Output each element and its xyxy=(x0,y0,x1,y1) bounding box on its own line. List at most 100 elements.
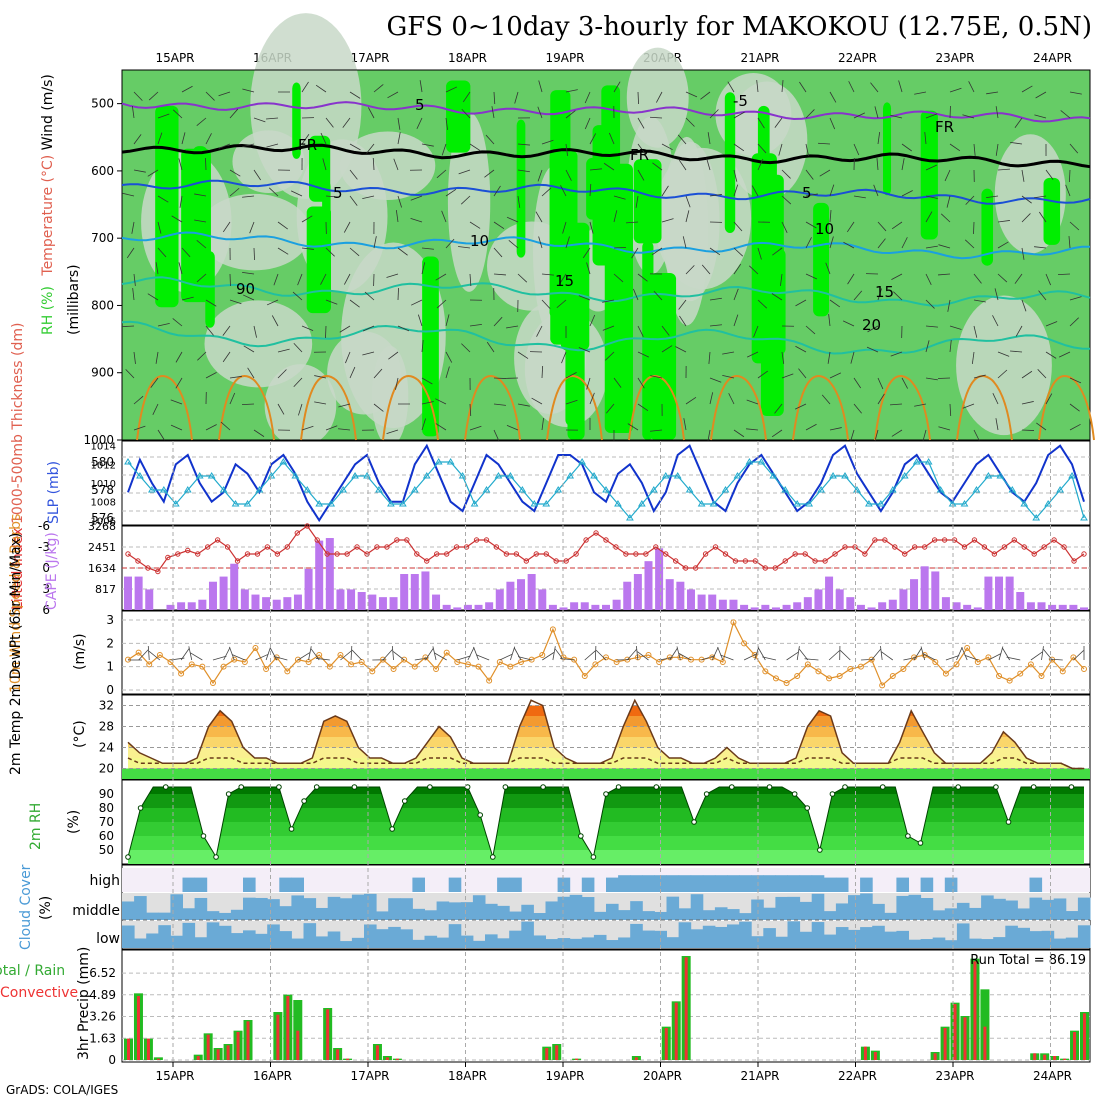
wind-barb xyxy=(243,345,255,353)
wind-speed-point xyxy=(231,656,238,663)
li-point xyxy=(563,558,569,564)
cape-bar xyxy=(442,604,451,610)
precip-convective-bar xyxy=(226,1045,230,1060)
wind-barb xyxy=(733,288,739,301)
wind-barb xyxy=(925,211,933,223)
wind-barb xyxy=(774,403,783,414)
cloud-bar xyxy=(678,908,692,920)
wind-speed-point xyxy=(953,661,960,668)
wind-barb xyxy=(133,134,142,145)
wind-barb xyxy=(194,219,207,223)
thickness-label: 1000-500mb Thickness (dm) xyxy=(10,323,26,524)
wind-speed-point xyxy=(900,666,907,672)
cloud-bar xyxy=(267,924,280,948)
cape-bar xyxy=(251,594,260,610)
li-point xyxy=(832,551,838,557)
wind-barb xyxy=(157,195,169,203)
wind-barb-10m xyxy=(1073,650,1084,661)
wind-barb xyxy=(229,299,242,305)
wind-barb xyxy=(297,273,303,286)
cloud-bar xyxy=(509,877,522,892)
thickness-point xyxy=(1008,486,1017,493)
wind-barb xyxy=(709,247,721,256)
wind-barb xyxy=(421,377,433,385)
wind-barb xyxy=(345,351,351,364)
cloud-bar xyxy=(823,911,837,920)
thickness-point xyxy=(530,500,539,507)
rh-point xyxy=(301,798,307,804)
wind-speed-point xyxy=(730,619,737,626)
wind-barb xyxy=(853,143,860,156)
wind-barb xyxy=(242,195,255,198)
date-tick-bottom: 16APR xyxy=(253,1069,292,1083)
wind-barb xyxy=(661,218,674,223)
rh2m-label: 2m RH xyxy=(28,803,44,850)
lifted-index-label: Lifted Index xyxy=(10,528,26,610)
wind-barb xyxy=(325,325,327,339)
wind-barb xyxy=(940,213,951,223)
li-tick: 6 xyxy=(42,603,50,617)
rh-point xyxy=(817,847,823,853)
wind-barb xyxy=(205,299,217,307)
wind-barb xyxy=(805,193,818,197)
li-point xyxy=(782,558,788,564)
wind-barb xyxy=(1021,85,1033,93)
wind-barb xyxy=(794,403,807,410)
wind-barb xyxy=(877,288,882,301)
wind-barb xyxy=(973,374,986,379)
cloud-bar xyxy=(920,877,934,892)
wind-barb xyxy=(421,401,434,405)
wind-barb-10m xyxy=(913,647,922,661)
temp-tick: 20 xyxy=(99,762,114,776)
wind-barb xyxy=(853,377,862,389)
rh-dry-patch xyxy=(626,47,689,148)
wind-barb xyxy=(148,91,159,101)
thickness-point xyxy=(231,500,240,507)
cape-bar xyxy=(995,576,1004,610)
cloud-bar xyxy=(727,909,740,920)
wind-barb-10m xyxy=(517,656,532,661)
thickness-point xyxy=(853,486,861,493)
wind-barb-10m xyxy=(717,646,724,661)
cape-bar xyxy=(750,607,759,610)
thickness-point xyxy=(339,486,347,493)
cloud-bar xyxy=(593,934,607,948)
cloud-bar xyxy=(194,897,208,920)
rh-band xyxy=(128,808,1084,822)
wind-barb xyxy=(517,143,530,146)
cloud-bar xyxy=(1029,931,1043,948)
wind-barb-10m xyxy=(757,647,766,661)
wind-barb xyxy=(829,117,836,130)
wind-barb xyxy=(733,184,739,197)
thickness-point xyxy=(327,500,336,507)
cloud-bar xyxy=(799,931,813,948)
wind-barb xyxy=(870,82,879,93)
cloud-label: Cloud Cover xyxy=(18,864,34,950)
wind-speed-point xyxy=(146,661,153,668)
li-point xyxy=(443,551,450,557)
cape-bar xyxy=(718,599,727,610)
cloud-bar xyxy=(739,913,752,920)
rh-band xyxy=(128,822,1084,836)
cloud-bar xyxy=(896,877,909,892)
cloud-bar xyxy=(569,894,583,920)
thickness-point xyxy=(888,486,897,493)
wind-barb xyxy=(565,110,576,119)
precip-convective-bar xyxy=(933,1053,937,1060)
cape-bar xyxy=(931,571,940,610)
wind-barb xyxy=(155,262,159,275)
wind-barb xyxy=(891,429,903,437)
wind-barb xyxy=(997,220,1010,223)
li-point xyxy=(185,547,191,554)
rh-tick: 60 xyxy=(99,829,114,843)
wind-speed-point xyxy=(209,680,216,686)
wind-barb xyxy=(277,221,288,230)
wind-barb xyxy=(253,117,266,123)
cloud-bar xyxy=(848,929,861,948)
wind-barb xyxy=(973,221,975,235)
li-point xyxy=(135,558,141,564)
wind-barb xyxy=(995,418,999,431)
wind-barb-10m xyxy=(922,653,936,661)
wind-barb-10m xyxy=(956,647,963,661)
wind-barb xyxy=(922,429,927,442)
